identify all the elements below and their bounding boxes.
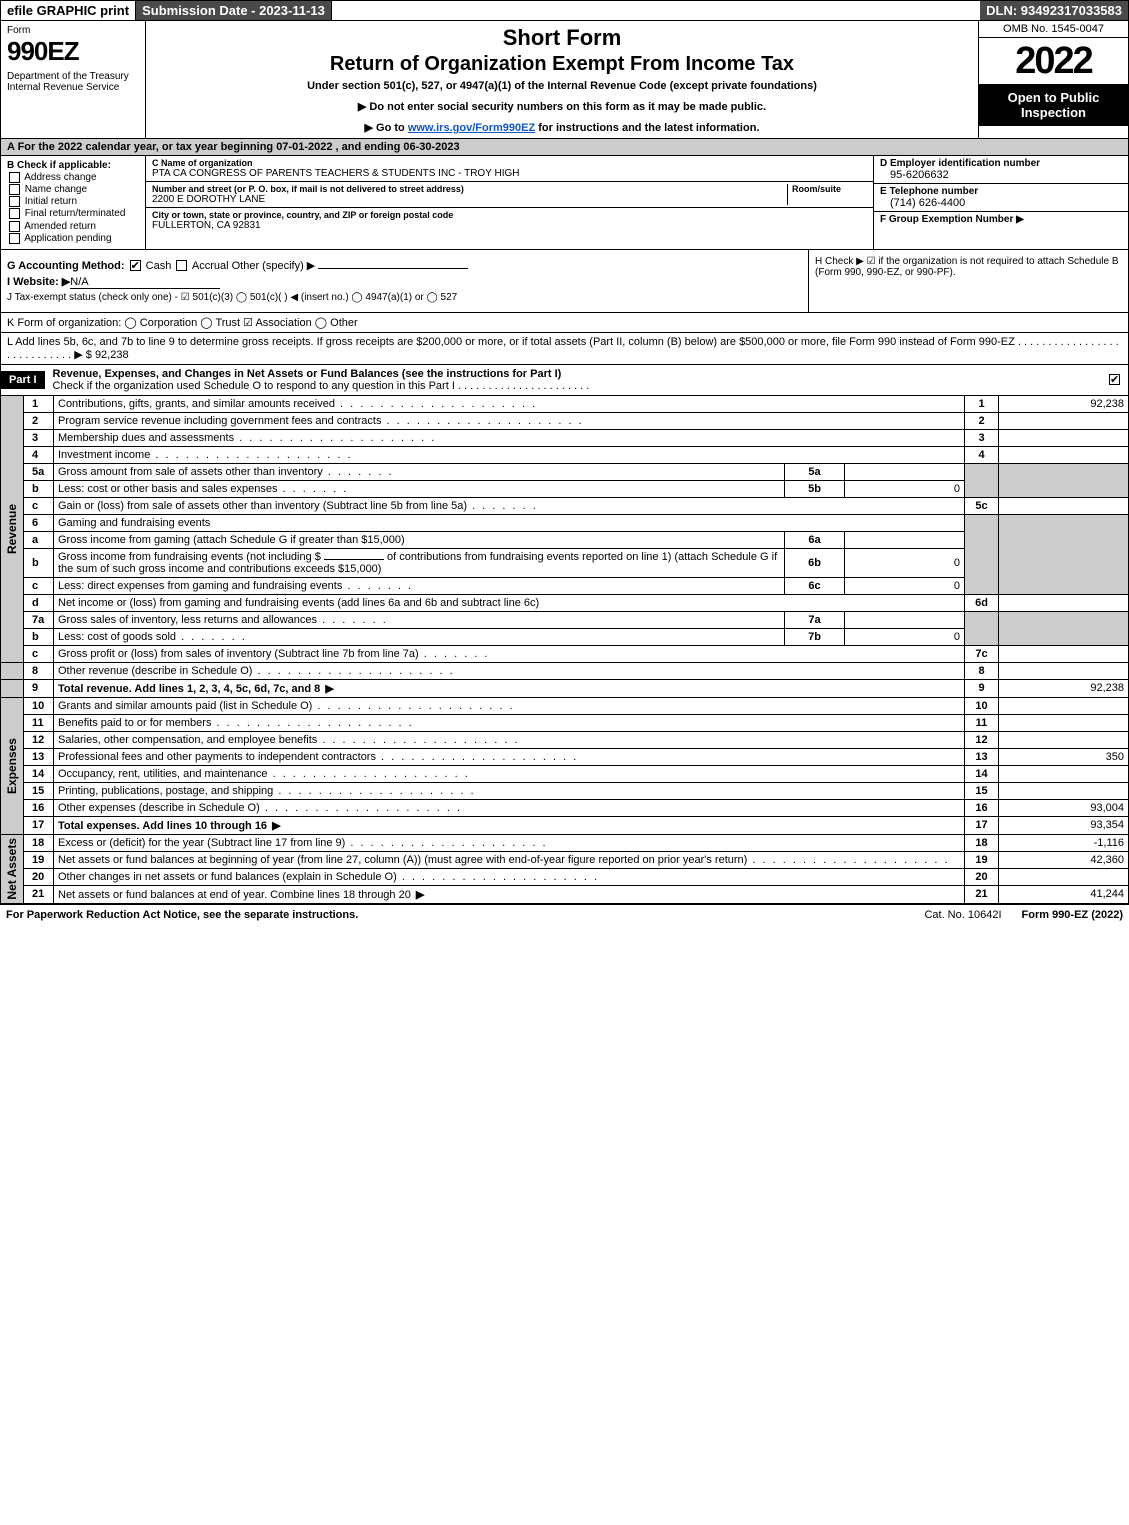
cash-checkbox[interactable] bbox=[130, 260, 141, 271]
line-19-amount: 42,360 bbox=[999, 851, 1129, 868]
footer-cat-no: Cat. No. 10642I bbox=[924, 909, 1001, 921]
check-address-change[interactable]: Address change bbox=[7, 172, 139, 183]
org-name-label: C Name of organization bbox=[152, 158, 867, 168]
short-form-title: Short Form bbox=[154, 25, 970, 51]
return-title: Return of Organization Exempt From Incom… bbox=[154, 53, 970, 76]
line-1-amount: 92,238 bbox=[999, 396, 1129, 413]
addr-label: Number and street (or P. O. box, if mail… bbox=[152, 184, 787, 194]
subtitle: Under section 501(c), 527, or 4947(a)(1)… bbox=[154, 80, 970, 92]
department-label: Department of the Treasury Internal Reve… bbox=[7, 71, 139, 93]
row-k-form-org: K Form of organization: ◯ Corporation ◯ … bbox=[0, 313, 1129, 333]
row-a-tax-year: A For the 2022 calendar year, or tax yea… bbox=[0, 139, 1129, 156]
goto-pre: ▶ Go to bbox=[365, 122, 408, 134]
ssn-note: ▶ Do not enter social security numbers o… bbox=[154, 100, 970, 113]
lines-table: Revenue 1Contributions, gifts, grants, a… bbox=[0, 396, 1129, 904]
efile-print-label[interactable]: efile GRAPHIC print bbox=[1, 1, 136, 20]
check-application-pending[interactable]: Application pending bbox=[7, 233, 139, 244]
top-bar: efile GRAPHIC print Submission Date - 20… bbox=[0, 0, 1129, 21]
page-footer: For Paperwork Reduction Act Notice, see … bbox=[0, 904, 1129, 925]
city-label: City or town, state or province, country… bbox=[152, 210, 867, 220]
net-assets-label: Net Assets bbox=[5, 838, 19, 900]
part-1-title: Revenue, Expenses, and Changes in Net As… bbox=[53, 368, 562, 380]
ein-value: 95-6206632 bbox=[880, 169, 1122, 181]
org-address: 2200 E DOROTHY LANE bbox=[152, 194, 787, 205]
phone-label: E Telephone number bbox=[880, 186, 1122, 197]
phone-value: (714) 626-4400 bbox=[880, 197, 1122, 209]
goto-note: ▶ Go to www.irs.gov/Form990EZ for instru… bbox=[154, 121, 970, 134]
irs-link[interactable]: www.irs.gov/Form990EZ bbox=[408, 122, 535, 134]
revenue-label: Revenue bbox=[5, 504, 19, 554]
section-h: H Check ▶ ☑ if the organization is not r… bbox=[808, 250, 1128, 312]
omb-number: OMB No. 1545-0047 bbox=[979, 21, 1128, 38]
check-initial-return[interactable]: Initial return bbox=[7, 196, 139, 207]
open-to-public: Open to Public Inspection bbox=[979, 84, 1128, 126]
line-9-amount: 92,238 bbox=[999, 679, 1129, 697]
check-amended-return[interactable]: Amended return bbox=[7, 221, 139, 232]
part-1-label: Part I bbox=[1, 371, 45, 389]
row-g-h-i-j: G Accounting Method: Cash Accrual Other … bbox=[0, 250, 1129, 313]
line-16-amount: 93,004 bbox=[999, 799, 1129, 816]
room-label: Room/suite bbox=[792, 184, 867, 194]
group-exemption-label: F Group Exemption Number ▶ bbox=[880, 214, 1122, 225]
form-label: Form bbox=[7, 25, 139, 36]
org-name: PTA CA CONGRESS OF PARENTS TEACHERS & ST… bbox=[152, 168, 867, 179]
gross-receipts-value: 92,238 bbox=[95, 349, 129, 361]
accounting-method: G Accounting Method: Cash Accrual Other … bbox=[7, 259, 802, 272]
line-17-amount: 93,354 bbox=[999, 816, 1129, 834]
line-13-amount: 350 bbox=[999, 748, 1129, 765]
website-value: N/A bbox=[70, 276, 220, 289]
ein-label: D Employer identification number bbox=[880, 158, 1122, 169]
part-1-check-text: Check if the organization used Schedule … bbox=[53, 380, 590, 392]
tax-year: 2022 bbox=[979, 38, 1128, 84]
submission-date: Submission Date - 2023-11-13 bbox=[136, 1, 332, 20]
line-21-amount: 41,244 bbox=[999, 885, 1129, 903]
schedule-o-checkbox[interactable] bbox=[1109, 374, 1120, 385]
section-b-c-d-e-f: B Check if applicable: Address change Na… bbox=[0, 156, 1129, 250]
website-row: I Website: ▶N/A bbox=[7, 275, 802, 289]
tax-exempt-status: J Tax-exempt status (check only one) - ☑… bbox=[7, 292, 802, 303]
section-b-header: B Check if applicable: bbox=[7, 160, 139, 171]
footer-form-ref: Form 990-EZ (2022) bbox=[1022, 909, 1123, 921]
accrual-checkbox[interactable] bbox=[176, 260, 187, 271]
row-l-gross-receipts: L Add lines 5b, 6c, and 7b to line 9 to … bbox=[0, 333, 1129, 365]
part-1-header: Part I Revenue, Expenses, and Changes in… bbox=[0, 365, 1129, 396]
check-final-return[interactable]: Final return/terminated bbox=[7, 208, 139, 219]
check-name-change[interactable]: Name change bbox=[7, 184, 139, 195]
line-18-amount: -1,116 bbox=[999, 834, 1129, 851]
form-header: Form 990EZ Department of the Treasury In… bbox=[0, 21, 1129, 139]
form-number: 990EZ bbox=[7, 36, 139, 67]
dln-label: DLN: 93492317033583 bbox=[980, 1, 1128, 20]
footer-left: For Paperwork Reduction Act Notice, see … bbox=[6, 909, 904, 921]
org-city: FULLERTON, CA 92831 bbox=[152, 220, 867, 231]
goto-post: for instructions and the latest informat… bbox=[535, 122, 759, 134]
expenses-label: Expenses bbox=[5, 738, 19, 794]
